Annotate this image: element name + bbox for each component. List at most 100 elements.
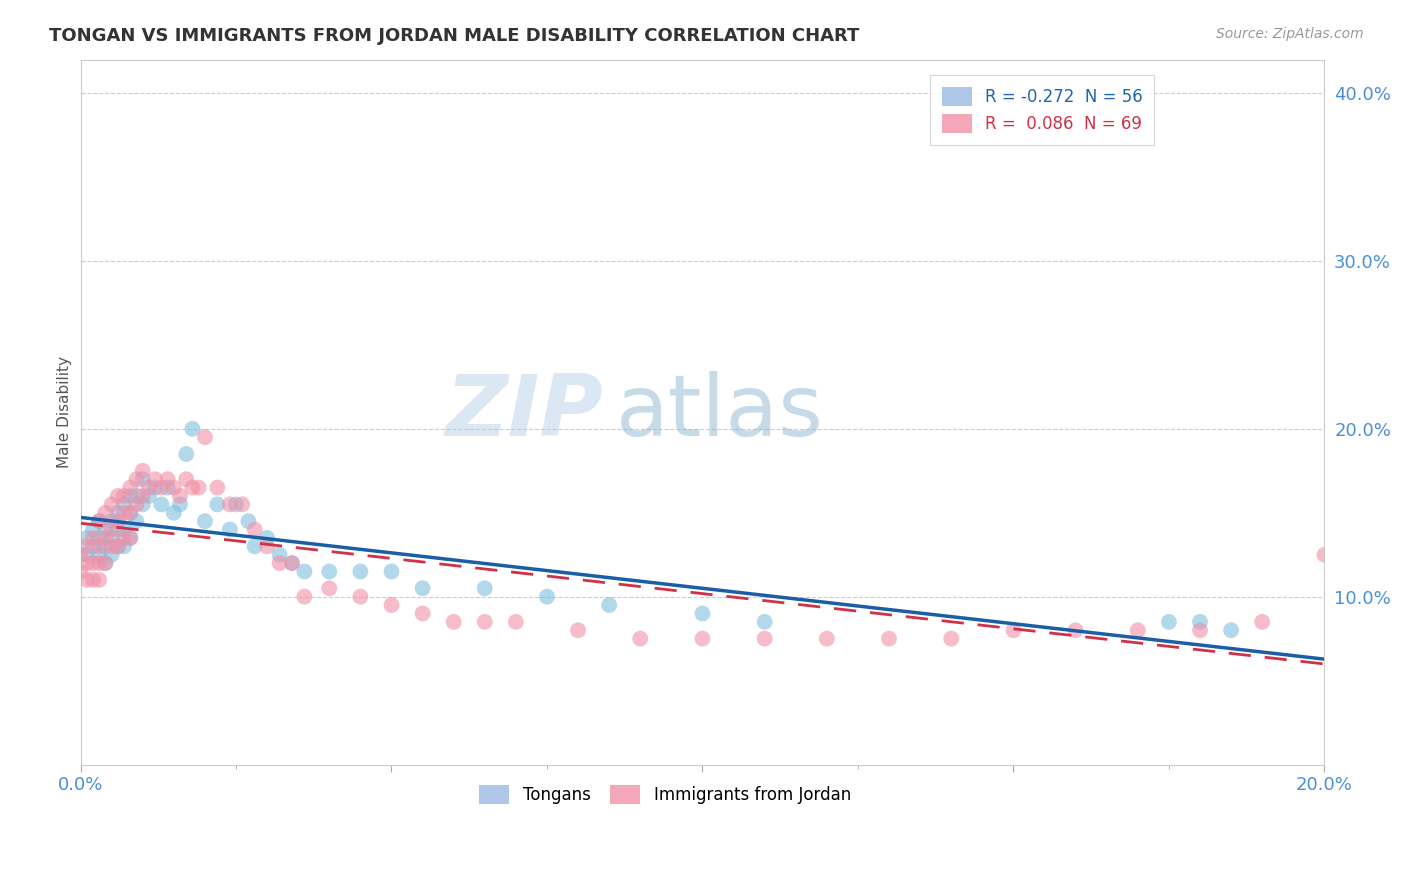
Point xyxy=(150,481,173,495)
Point xyxy=(89,539,111,553)
Point xyxy=(194,430,217,444)
Point xyxy=(120,531,142,545)
Text: Source: ZipAtlas.com: Source: ZipAtlas.com xyxy=(1216,27,1364,41)
Point xyxy=(107,489,129,503)
Point xyxy=(207,481,229,495)
Point xyxy=(131,472,153,486)
Point xyxy=(112,506,135,520)
Point xyxy=(281,556,304,570)
Text: TONGAN VS IMMIGRANTS FROM JORDAN MALE DISABILITY CORRELATION CHART: TONGAN VS IMMIGRANTS FROM JORDAN MALE DI… xyxy=(49,27,859,45)
Point xyxy=(112,497,135,511)
Point xyxy=(82,556,104,570)
Point xyxy=(187,481,209,495)
Point xyxy=(169,497,191,511)
Point xyxy=(181,422,204,436)
Point xyxy=(474,615,496,629)
Point xyxy=(107,506,129,520)
Point xyxy=(100,539,122,553)
Y-axis label: Male Disability: Male Disability xyxy=(58,356,72,468)
Point xyxy=(131,497,153,511)
Point xyxy=(1188,615,1211,629)
Point xyxy=(1157,615,1180,629)
Point xyxy=(89,556,111,570)
Point xyxy=(243,539,266,553)
Point xyxy=(412,607,434,621)
Point xyxy=(138,481,160,495)
Point xyxy=(125,514,148,528)
Point xyxy=(131,489,153,503)
Point xyxy=(89,514,111,528)
Point xyxy=(294,565,316,579)
Point xyxy=(1188,624,1211,638)
Point xyxy=(269,548,291,562)
Text: atlas: atlas xyxy=(616,370,824,453)
Point xyxy=(692,632,714,646)
Point xyxy=(218,497,240,511)
Point xyxy=(754,632,776,646)
Point xyxy=(169,489,191,503)
Point xyxy=(120,506,142,520)
Point xyxy=(238,514,260,528)
Point xyxy=(412,582,434,596)
Point xyxy=(225,497,247,511)
Point xyxy=(243,523,266,537)
Point xyxy=(120,506,142,520)
Point xyxy=(120,481,142,495)
Point xyxy=(941,632,963,646)
Point xyxy=(94,556,117,570)
Point xyxy=(94,523,117,537)
Point xyxy=(318,582,340,596)
Point xyxy=(163,506,186,520)
Point xyxy=(443,615,465,629)
Point xyxy=(294,590,316,604)
Point xyxy=(380,565,402,579)
Point xyxy=(107,539,129,553)
Point xyxy=(100,497,122,511)
Point xyxy=(815,632,838,646)
Point xyxy=(82,539,104,553)
Point xyxy=(163,481,186,495)
Point xyxy=(174,472,197,486)
Point xyxy=(94,556,117,570)
Point xyxy=(1251,615,1274,629)
Point xyxy=(156,472,179,486)
Point xyxy=(112,539,135,553)
Point xyxy=(94,539,117,553)
Point xyxy=(156,481,179,495)
Point xyxy=(100,531,122,545)
Point xyxy=(89,573,111,587)
Point xyxy=(89,548,111,562)
Point xyxy=(112,523,135,537)
Point xyxy=(181,481,204,495)
Point xyxy=(131,464,153,478)
Point xyxy=(82,523,104,537)
Point xyxy=(150,497,173,511)
Point xyxy=(256,539,278,553)
Point xyxy=(628,632,651,646)
Point xyxy=(89,531,111,545)
Point xyxy=(567,624,589,638)
Point xyxy=(125,489,148,503)
Point xyxy=(1064,624,1087,638)
Point xyxy=(505,615,527,629)
Point xyxy=(100,514,122,528)
Point xyxy=(174,447,197,461)
Point xyxy=(100,548,122,562)
Point xyxy=(143,472,166,486)
Point xyxy=(107,514,129,528)
Point xyxy=(125,472,148,486)
Point xyxy=(76,556,98,570)
Point xyxy=(256,531,278,545)
Point xyxy=(120,531,142,545)
Point xyxy=(120,489,142,503)
Point xyxy=(1220,624,1243,638)
Point xyxy=(218,523,240,537)
Point xyxy=(94,506,117,520)
Point xyxy=(349,590,371,604)
Point xyxy=(207,497,229,511)
Point xyxy=(69,565,91,579)
Point xyxy=(692,607,714,621)
Point xyxy=(380,598,402,612)
Point xyxy=(107,539,129,553)
Point xyxy=(69,548,91,562)
